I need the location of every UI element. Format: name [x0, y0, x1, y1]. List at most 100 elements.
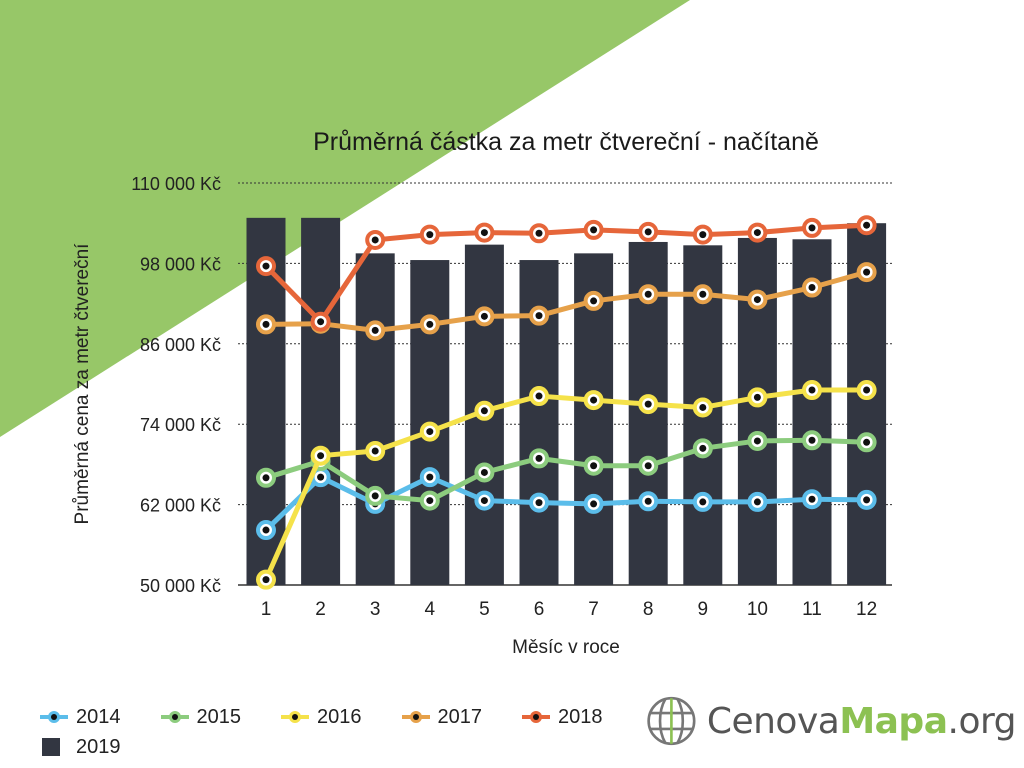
chart-title: Průměrná částka za metr čtvereční - načí… — [313, 128, 819, 156]
globe-grid-icon — [647, 696, 696, 746]
point-center-2016 — [262, 576, 270, 584]
point-center-2017 — [535, 312, 543, 320]
point-center-2017 — [371, 326, 379, 334]
point-center-2018 — [699, 231, 707, 239]
logo-text-mapa: Mapa — [839, 700, 948, 742]
point-center-2018 — [590, 226, 598, 234]
point-center-2015 — [371, 492, 379, 500]
legend-marker-2014 — [40, 711, 68, 723]
point-center-2015 — [644, 462, 652, 470]
x-tick-label: 2 — [315, 599, 326, 620]
point-center-2018 — [480, 229, 488, 237]
y-tick-label: 110 000 Kč — [131, 174, 221, 194]
point-center-2016 — [808, 386, 816, 394]
line-series — [256, 215, 877, 590]
bar-2019 — [301, 217, 341, 585]
point-center-2017 — [699, 290, 707, 298]
point-center-2016 — [699, 403, 707, 411]
point-center-2018 — [371, 236, 379, 244]
point-center-2015 — [863, 438, 871, 446]
bar-2019 — [847, 223, 887, 585]
point-center-2014 — [808, 495, 816, 503]
point-center-2018 — [753, 229, 761, 237]
legend-marker-2019 — [42, 738, 60, 756]
legend-label-2016: 2016 — [317, 705, 362, 728]
point-center-2016 — [371, 447, 379, 455]
point-center-2016 — [317, 452, 325, 460]
point-center-2017 — [262, 320, 270, 328]
point-center-2014 — [262, 526, 270, 534]
point-center-2017 — [480, 312, 488, 320]
x-axis-label: Měsíc v roce — [512, 637, 620, 658]
grid — [238, 182, 892, 586]
point-center-2015 — [480, 468, 488, 476]
point-center-2015 — [262, 474, 270, 482]
point-center-2017 — [863, 268, 871, 276]
point-center-2015 — [699, 444, 707, 452]
point-center-2016 — [426, 428, 434, 436]
legend-item-2014: 2014 — [40, 706, 121, 729]
point-center-2014 — [590, 500, 598, 508]
x-tick-label: 1 — [261, 599, 272, 620]
legend-item-2017: 2017 — [401, 705, 483, 729]
series-2015 — [256, 430, 877, 511]
cenovamapa-logo: CenovaMapa.org — [646, 688, 1016, 754]
legend-row-1: 2014 2015 2016 2017 2018 — [40, 702, 640, 732]
point-center-2016 — [480, 407, 488, 415]
legend-marker-2016 — [281, 711, 309, 723]
legend-item-2018: 2018 — [522, 706, 603, 729]
point-center-2014 — [535, 499, 543, 507]
legend-label-2018: 2018 — [558, 705, 603, 728]
y-tick-label: 86 000 Kč — [140, 335, 221, 355]
x-tick-label: 4 — [425, 599, 436, 620]
legend-label-2017: 2017 — [437, 705, 483, 728]
point-center-2014 — [699, 498, 707, 506]
x-tick-label: 5 — [479, 599, 490, 620]
legend-marker-2015 — [160, 711, 189, 723]
y-axis-label: Průměrná cena za metr čtvereční — [72, 243, 93, 525]
point-center-2014 — [753, 498, 761, 506]
point-center-2018 — [262, 262, 270, 270]
logo-text: CenovaMapa.org — [706, 700, 1017, 742]
bar-2019 — [355, 253, 395, 585]
logo-text-cenova: Cenova — [706, 700, 840, 742]
point-center-2016 — [535, 392, 543, 400]
point-center-2018 — [426, 231, 434, 239]
tick-labels: 50 000 Kč 62 000 Kč 74 000 Kč 86 000 Kč 98 0… — [131, 174, 877, 620]
y-tick-label: 50 000 Kč — [140, 576, 221, 596]
x-tick-label: 8 — [643, 599, 654, 620]
point-center-2014 — [317, 473, 325, 481]
point-center-2015 — [535, 454, 543, 462]
series-2016 — [256, 380, 877, 590]
point-center-2015 — [590, 462, 598, 470]
legend-marker-2018 — [522, 711, 550, 723]
y-tick-label: 98 000 Kč — [140, 254, 221, 274]
legend-marker-2017 — [401, 711, 430, 723]
point-center-2016 — [863, 386, 871, 394]
x-tick-label: 11 — [802, 599, 822, 620]
point-center-2015 — [753, 437, 761, 445]
point-center-2014 — [644, 497, 652, 505]
legend-item-2016: 2016 — [281, 706, 362, 729]
point-center-2017 — [426, 320, 434, 328]
point-center-2018 — [535, 229, 543, 237]
legend: 2014 2015 2016 2017 2018 2019 — [40, 702, 640, 762]
point-center-2018 — [317, 318, 325, 326]
point-center-2017 — [808, 284, 816, 292]
point-center-2014 — [480, 497, 488, 505]
background-green-triangle — [0, 0, 690, 437]
logo-text-org: .org — [947, 700, 1017, 742]
x-tick-label: 7 — [588, 599, 599, 620]
point-center-2016 — [590, 396, 598, 404]
point-center-2014 — [863, 496, 871, 504]
x-tick-label: 12 — [856, 599, 877, 620]
legend-label-2014: 2014 — [76, 705, 121, 728]
legend-label-2019: 2019 — [76, 735, 121, 758]
point-center-2015 — [808, 436, 816, 444]
legend-item-2019: 2019 — [40, 736, 121, 759]
x-tick-label: 6 — [534, 599, 545, 620]
legend-row-2: 2019 — [40, 732, 640, 762]
x-tick-label: 9 — [698, 599, 709, 620]
point-center-2015 — [426, 497, 434, 505]
